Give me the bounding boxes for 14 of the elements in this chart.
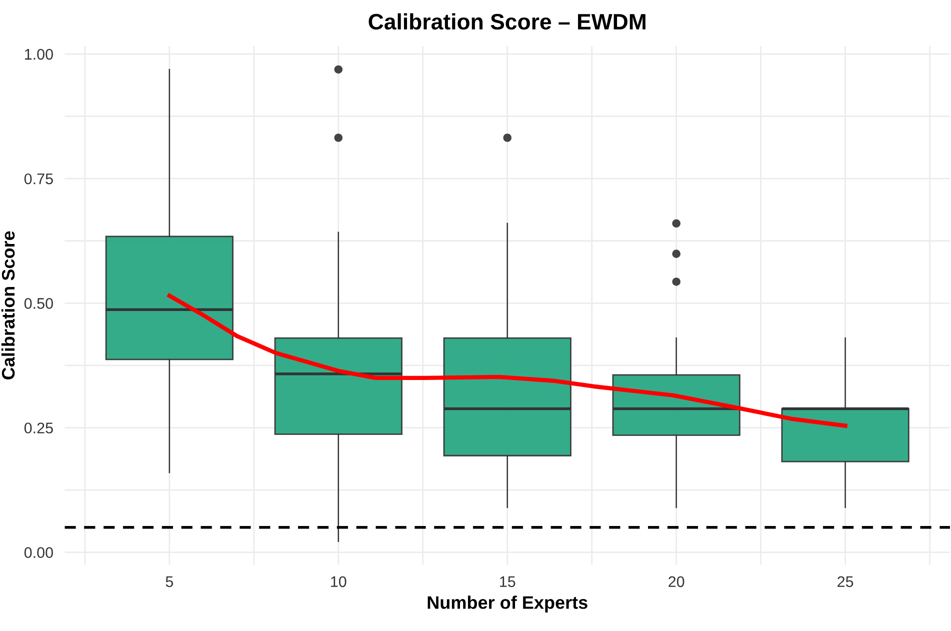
chart-title: Calibration Score – EWDM	[368, 13, 646, 30]
y-tick-label: 0.25	[24, 422, 53, 434]
x-tick-label: 15	[500, 576, 516, 588]
y-axis-title: Calibration Score	[1, 231, 15, 380]
y-tick-label: 0.00	[24, 547, 53, 558]
y-tick-label: 0.75	[24, 173, 53, 184]
x-tick-label: 25	[838, 576, 854, 588]
x-tick-label: 10	[331, 576, 346, 588]
x-tick-label: 5	[166, 576, 174, 588]
y-tick-label: 0.50	[24, 298, 53, 309]
x-tick-label: 20	[668, 576, 684, 588]
y-tick-label: 1.00	[24, 48, 53, 60]
line-series	[167, 294, 848, 428]
x-axis-title: Number of Experts	[428, 596, 588, 612]
